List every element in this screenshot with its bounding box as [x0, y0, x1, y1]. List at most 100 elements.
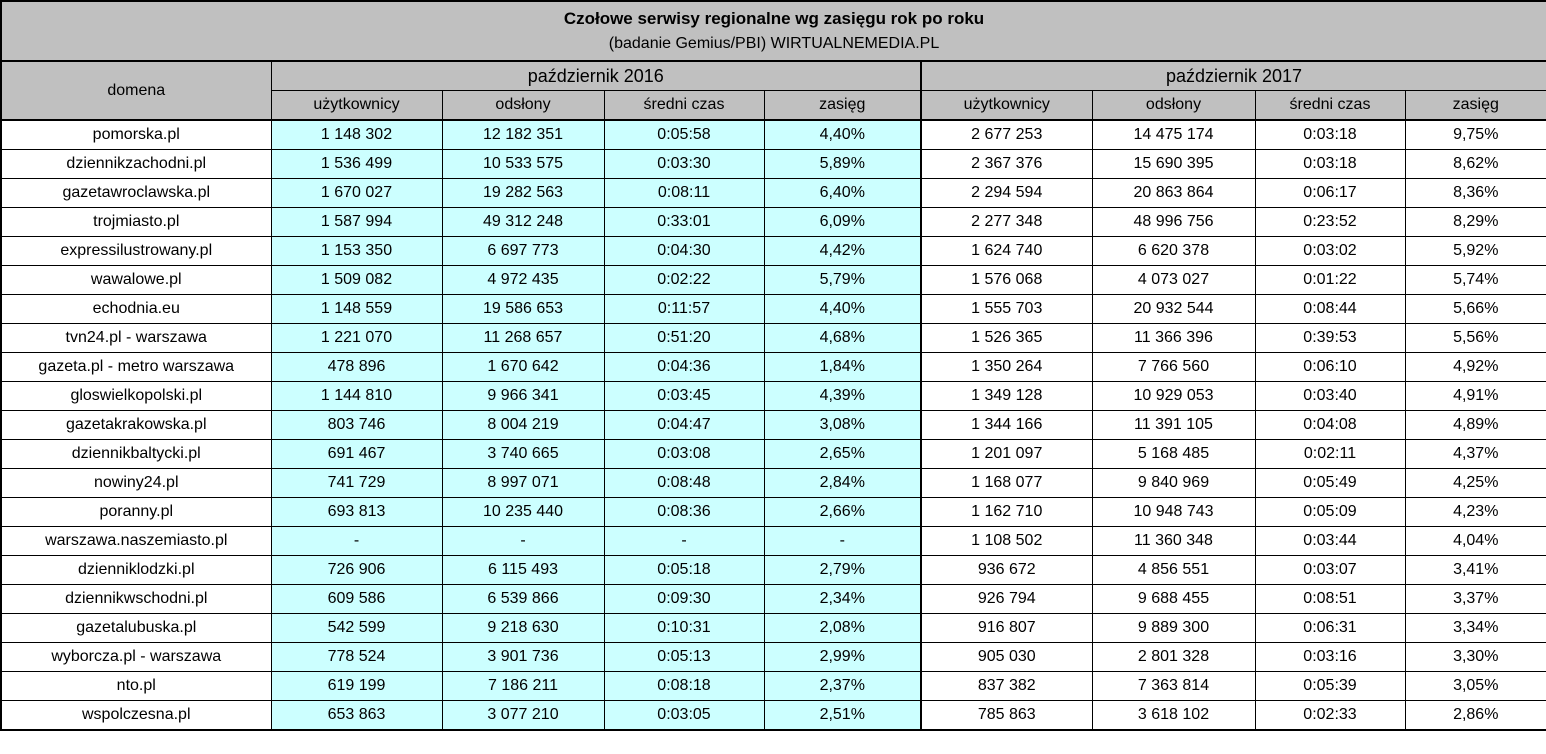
value-cell-2016: 803 746	[270, 410, 443, 440]
value-cell-2016: 19 282 563	[441, 178, 605, 208]
value-cell-2017: 2 277 348	[920, 207, 1093, 237]
table-title: Czołowe serwisy regionalne wg zasięgu ro…	[563, 9, 985, 28]
value-cell-2017: 0:39:53	[1254, 323, 1406, 353]
value-cell-2016: 1 587 994	[270, 207, 443, 237]
value-cell-2017: 10 948 743	[1091, 497, 1256, 527]
value-cell-2017: 3,34%	[1404, 613, 1546, 643]
value-cell-2016: 6 115 493	[441, 555, 605, 585]
value-cell-2016: 1 144 810	[270, 381, 443, 411]
value-cell-2017: 20 863 864	[1091, 178, 1256, 208]
value-cell-2016: 2,08%	[763, 613, 922, 643]
value-cell-2017: 0:08:51	[1254, 584, 1406, 614]
value-cell-2016: 3 901 736	[441, 642, 605, 672]
value-cell-2017: 3,37%	[1404, 584, 1546, 614]
value-cell-2016: -	[763, 526, 922, 556]
domain-cell: gazetakrakowska.pl	[0, 410, 272, 440]
table-row: gazetawroclawska.pl 1 670 027 19 282 563 0:…	[0, 178, 1546, 208]
value-cell-2017: 0:05:49	[1254, 468, 1406, 498]
value-cell-2017: 7 363 814	[1091, 671, 1256, 701]
table-row: gazetalubuska.pl 542 599 9 218 630 0:10:31 2…	[0, 613, 1546, 643]
value-cell-2016: 4,42%	[763, 236, 922, 266]
value-cell-2016: 9 218 630	[441, 613, 605, 643]
value-cell-2016: 1 148 302	[270, 119, 443, 150]
value-cell-2017: 3,30%	[1404, 642, 1546, 672]
value-cell-2016: 609 586	[270, 584, 443, 614]
table-sheet: Czołowe serwisy regionalne wg zasięgu ro…	[0, 0, 1546, 731]
value-cell-2016: 0:08:36	[603, 497, 765, 527]
value-cell-2017: 0:02:11	[1254, 439, 1406, 469]
value-cell-2016: 0:10:31	[603, 613, 765, 643]
domain-cell: tvn24.pl - warszawa	[0, 323, 272, 353]
table-row: dziennikwschodni.pl 609 586 6 539 866 0:09:…	[0, 584, 1546, 614]
value-cell-2017: 905 030	[920, 642, 1093, 672]
value-cell-2017: 2 294 594	[920, 178, 1093, 208]
table-row: nowiny24.pl 741 729 8 997 071 0:08:48 2,84% 1…	[0, 468, 1546, 498]
value-cell-2016: 49 312 248	[441, 207, 605, 237]
title-row: Czołowe serwisy regionalne wg zasięgu ro…	[0, 0, 1546, 62]
value-cell-2017: 0:03:40	[1254, 381, 1406, 411]
value-cell-2016: -	[270, 526, 443, 556]
value-cell-2016: 0:09:30	[603, 584, 765, 614]
table-row: expressilustrowany.pl 1 153 350 6 697 773 0…	[0, 236, 1546, 266]
domain-cell: gazetalubuska.pl	[0, 613, 272, 643]
value-cell-2017: 1 350 264	[920, 352, 1093, 382]
value-cell-2016: 619 199	[270, 671, 443, 701]
value-cell-2017: 5,92%	[1404, 236, 1546, 266]
value-cell-2016: 9 966 341	[441, 381, 605, 411]
value-cell-2017: 0:06:17	[1254, 178, 1406, 208]
value-cell-2016: 8 004 219	[441, 410, 605, 440]
value-cell-2016: 2,37%	[763, 671, 922, 701]
value-cell-2016: 1 670 027	[270, 178, 443, 208]
table-subtitle: (badanie Gemius/PBI) WIRTUALNEMEDIA.PL	[608, 35, 940, 52]
value-cell-2016: 6 539 866	[441, 584, 605, 614]
value-cell-2017: 0:03:07	[1254, 555, 1406, 585]
value-cell-2017: 5,74%	[1404, 265, 1546, 295]
value-cell-2017: 0:06:10	[1254, 352, 1406, 382]
value-cell-2016: 4,39%	[763, 381, 922, 411]
value-cell-2017: 0:03:02	[1254, 236, 1406, 266]
value-cell-2016: 653 863	[270, 700, 443, 731]
domain-column-header: domena	[0, 60, 272, 121]
domain-cell: pomorska.pl	[0, 119, 272, 150]
value-cell-2017: 3,05%	[1404, 671, 1546, 701]
value-cell-2017: 4,25%	[1404, 468, 1546, 498]
value-cell-2016: 0:33:01	[603, 207, 765, 237]
value-cell-2017: 10 929 053	[1091, 381, 1256, 411]
value-cell-2016: 0:04:30	[603, 236, 765, 266]
value-cell-2017: 1 555 703	[920, 294, 1093, 324]
value-cell-2017: 926 794	[920, 584, 1093, 614]
table-row: pomorska.pl 1 148 302 12 182 351 0:05:58 4,4…	[0, 119, 1546, 150]
table-row: poranny.pl 693 813 10 235 440 0:08:36 2,66% 1…	[0, 497, 1546, 527]
column-header-users-2016: użytkownicy	[270, 90, 443, 121]
value-cell-2016: 1 221 070	[270, 323, 443, 353]
value-cell-2016: 4,68%	[763, 323, 922, 353]
value-cell-2016: 0:05:58	[603, 119, 765, 150]
table-row: dziennikzachodni.pl 1 536 499 10 533 575 0:…	[0, 149, 1546, 179]
value-cell-2016: 741 729	[270, 468, 443, 498]
value-cell-2017: 2 367 376	[920, 149, 1093, 179]
value-cell-2017: 15 690 395	[1091, 149, 1256, 179]
value-cell-2017: 0:03:16	[1254, 642, 1406, 672]
value-cell-2017: 837 382	[920, 671, 1093, 701]
value-cell-2017: 11 360 348	[1091, 526, 1256, 556]
value-cell-2017: 1 168 077	[920, 468, 1093, 498]
value-cell-2017: 1 576 068	[920, 265, 1093, 295]
value-cell-2016: 2,51%	[763, 700, 922, 731]
value-cell-2017: 2,86%	[1404, 700, 1546, 731]
table-row: gloswielkopolski.pl 1 144 810 9 966 341 0:0…	[0, 381, 1546, 411]
value-cell-2017: 936 672	[920, 555, 1093, 585]
value-cell-2017: 1 526 365	[920, 323, 1093, 353]
table-row: gazeta.pl - metro warszawa 478 896 1 670 6…	[0, 352, 1546, 382]
value-cell-2016: 691 467	[270, 439, 443, 469]
value-cell-2016: 19 586 653	[441, 294, 605, 324]
domain-cell: gazeta.pl - metro warszawa	[0, 352, 272, 382]
value-cell-2016: 5,79%	[763, 265, 922, 295]
value-cell-2016: 10 235 440	[441, 497, 605, 527]
value-cell-2017: 14 475 174	[1091, 119, 1256, 150]
value-cell-2017: 0:05:09	[1254, 497, 1406, 527]
value-cell-2016: 0:04:47	[603, 410, 765, 440]
column-header-views-2016: odsłony	[441, 90, 605, 121]
column-header-avgtime-2016: średni czas	[603, 90, 765, 121]
value-cell-2016: 2,66%	[763, 497, 922, 527]
regional-sites-table: Czołowe serwisy regionalne wg zasięgu ro…	[0, 0, 1546, 731]
